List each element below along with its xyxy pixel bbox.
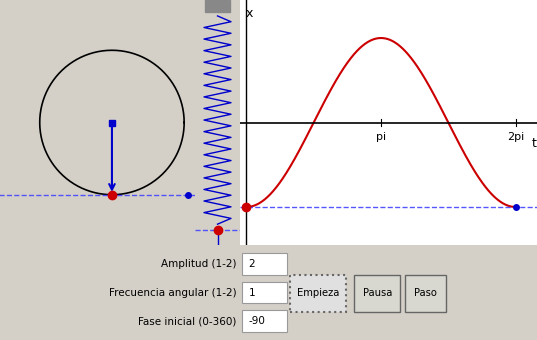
Text: Amplitud (1-2): Amplitud (1-2) bbox=[161, 259, 236, 269]
Bar bbox=[205, 0, 230, 12]
FancyBboxPatch shape bbox=[290, 275, 346, 312]
FancyBboxPatch shape bbox=[242, 253, 287, 275]
Text: 2: 2 bbox=[249, 259, 255, 269]
Text: 2pi: 2pi bbox=[507, 132, 524, 142]
Text: pi: pi bbox=[376, 132, 386, 142]
Text: Empieza: Empieza bbox=[297, 288, 339, 299]
Text: t: t bbox=[532, 137, 537, 150]
Text: Frecuencia angular (1-2): Frecuencia angular (1-2) bbox=[108, 288, 236, 298]
Text: Pausa: Pausa bbox=[362, 288, 392, 299]
Text: x: x bbox=[246, 7, 253, 20]
Text: -90: -90 bbox=[249, 316, 265, 326]
FancyBboxPatch shape bbox=[354, 275, 400, 312]
Text: Fase inicial (0-360): Fase inicial (0-360) bbox=[138, 316, 236, 326]
Text: Paso: Paso bbox=[414, 288, 437, 299]
FancyBboxPatch shape bbox=[405, 275, 446, 312]
FancyBboxPatch shape bbox=[242, 282, 287, 303]
FancyBboxPatch shape bbox=[242, 310, 287, 332]
Text: 1: 1 bbox=[249, 288, 255, 298]
